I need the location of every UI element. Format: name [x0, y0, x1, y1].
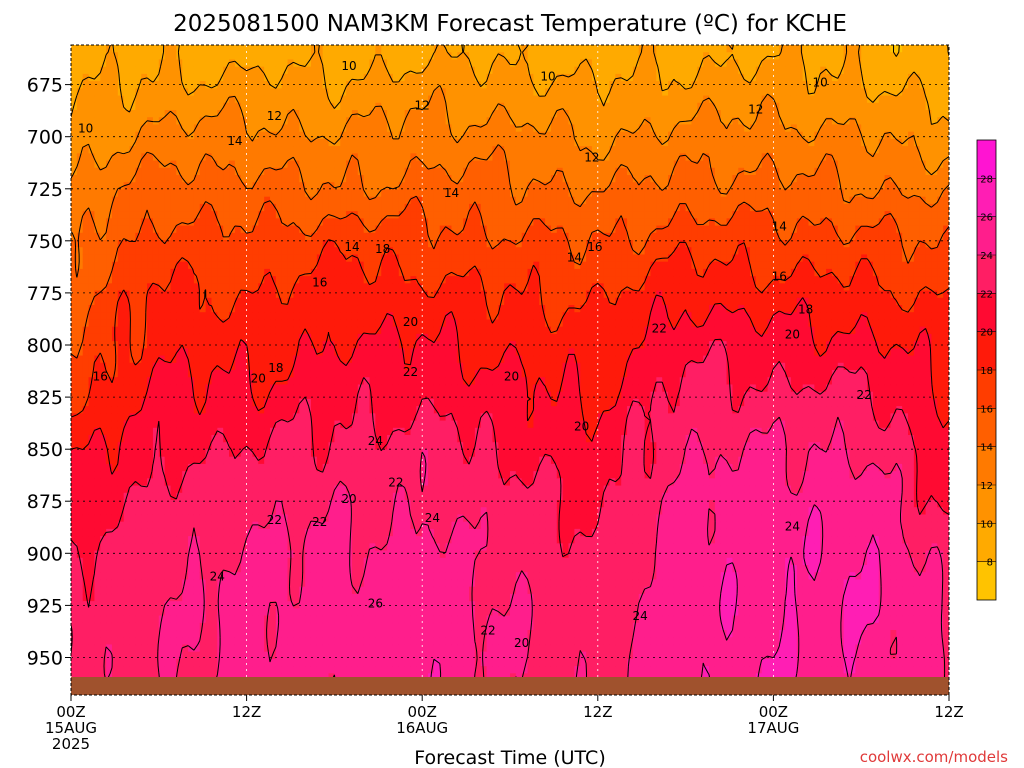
contour-label: 20: [341, 492, 356, 506]
contour-label: 20: [574, 419, 589, 433]
x-tick-label: 00Z: [759, 703, 788, 721]
colorbar-band: [977, 293, 996, 332]
credit-text: coolwx.com/models: [860, 748, 1008, 766]
contour-label: 12: [748, 103, 763, 117]
contour-label: 26: [368, 596, 383, 610]
contour-label: 24: [210, 569, 225, 583]
y-tick-label: 800: [27, 335, 63, 357]
contour-label: 20: [514, 636, 529, 650]
colorbar-band: [977, 255, 996, 294]
colorbar-legend: 8 10 12 14 16 18 20 22 24 26 28: [976, 139, 997, 601]
colorbar-tick-label: 26: [980, 213, 993, 224]
y-tick-label: 675: [27, 75, 63, 97]
colorbar-tick-label: 18: [980, 366, 993, 377]
colorbar-tick-label: 20: [980, 328, 993, 339]
contour-label: 24: [785, 519, 800, 533]
plot-area: 10 10 10 10 12 12 12 12 14 14 14 14 14 16 16 16 16 18 18 18…: [70, 44, 950, 696]
contour-label: 10: [540, 69, 555, 83]
ground-surface: [71, 677, 949, 695]
contour-label: 16: [312, 276, 327, 290]
colorbar-tick-label: 10: [980, 519, 993, 530]
colorbar-band: [977, 561, 996, 600]
x-tick-label: 15AUG: [45, 719, 97, 737]
x-tick-label: 12Z: [583, 703, 612, 721]
x-tick-label: 00Z: [408, 703, 437, 721]
y-tick-label: 725: [27, 179, 63, 201]
contour-label: 20: [403, 315, 418, 329]
colorbar-tick-label: 28: [980, 174, 993, 185]
contour-label: 10: [341, 59, 356, 73]
colorbar-band: [977, 485, 996, 524]
colorbar-band: [977, 140, 996, 179]
x-tick-label: 00Z: [56, 703, 85, 721]
colorbar-tick-label: 8: [987, 558, 993, 569]
y-tick-label: 925: [27, 595, 63, 617]
colorbar-tick-label: 14: [980, 443, 993, 454]
contour-label: 20: [251, 371, 266, 385]
colorbar-band: [977, 370, 996, 409]
x-axis-label: Forecast Time (UTC): [414, 747, 605, 768]
plot-frame: [70, 44, 950, 696]
contour-label: 22: [480, 623, 495, 637]
y-tick-label: 900: [27, 543, 63, 565]
y-tick-label: 775: [27, 283, 63, 305]
x-tick-label: 12Z: [934, 703, 963, 721]
contour-label: 22: [403, 365, 418, 379]
colorbar-band: [977, 523, 996, 562]
contour-label: 12: [267, 109, 282, 123]
y-tick-label: 825: [27, 387, 63, 409]
contour-label: 12: [584, 151, 599, 165]
x-tick-label: 12Z: [232, 703, 261, 721]
contour-label: 14: [344, 240, 359, 254]
contour-lines: [71, 45, 949, 695]
contour-label: 16: [772, 269, 787, 283]
y-tick-label: 750: [27, 231, 63, 253]
contour-label: 22: [856, 388, 871, 402]
contour-label: 14: [567, 251, 582, 265]
contour-label: 14: [227, 134, 242, 148]
contour-label: 18: [375, 242, 390, 256]
contour-label: 22: [388, 476, 403, 490]
colorbar-band: [977, 178, 996, 217]
contour-label: 24: [425, 511, 440, 525]
contour-label: 18: [798, 303, 813, 317]
contour-label: 14: [444, 186, 459, 200]
contour-label: 16: [93, 369, 108, 383]
x-tick-label: 17AUG: [747, 719, 799, 737]
pressure-axis: 675 700 725 750 775 800 825 850 875 900 925 950: [27, 75, 71, 670]
y-tick-label: 950: [27, 648, 63, 670]
contour-label: 10: [78, 121, 93, 135]
colorbar-band: [977, 408, 996, 447]
y-tick-label: 850: [27, 439, 63, 461]
colorbar-tick-label: 22: [980, 289, 993, 300]
contour-label: 22: [312, 515, 327, 529]
contour-label: 20: [785, 328, 800, 342]
contour-label: 10: [813, 76, 828, 90]
colorbar-tick-label: 16: [980, 404, 993, 415]
contour-label: 18: [268, 361, 283, 375]
y-tick-label: 700: [27, 127, 63, 149]
contour-label: 24: [633, 609, 648, 623]
y-tick-label: 875: [27, 491, 63, 513]
colorbar-band: [977, 446, 996, 485]
x-tick-label: 2025: [52, 735, 90, 753]
colorbar-tick-label: 12: [980, 481, 993, 492]
x-tick-label: 16AUG: [396, 719, 448, 737]
colorbar-tick-label: 24: [980, 251, 993, 262]
colorbar-band: [977, 331, 996, 370]
contour-label: 14: [772, 219, 787, 233]
contour-label: 16: [587, 240, 602, 254]
contour-label: 20: [504, 369, 519, 383]
contour-label: 24: [368, 434, 383, 448]
contour-label: 12: [415, 98, 430, 112]
contour-label: 22: [652, 321, 667, 335]
chart-title: 2025081500 NAM3KM Forecast Temperature (…: [173, 11, 847, 37]
colorbar-band: [977, 216, 996, 255]
contour-label: 22: [267, 513, 282, 527]
